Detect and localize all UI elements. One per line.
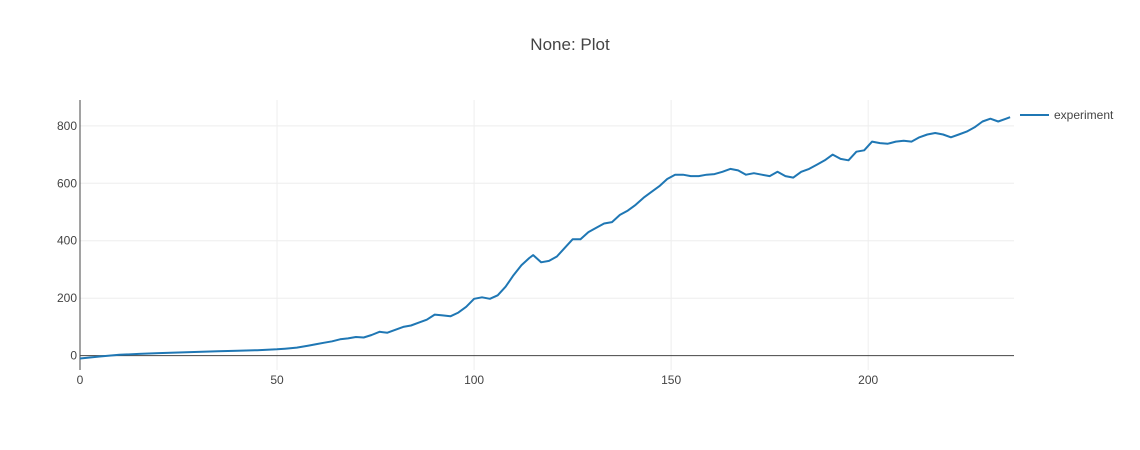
series-line-experiment[interactable] <box>79 116 1011 360</box>
axis-layer: 0 50 100 150 200 0 200 400 600 800 <box>57 100 1014 387</box>
grid-layer <box>80 100 1014 370</box>
y-tick-label: 600 <box>57 176 77 190</box>
y-tick-label: 200 <box>57 291 77 305</box>
x-tick-label: 100 <box>464 373 484 387</box>
y-tick-label: 800 <box>57 119 77 133</box>
x-tick-label: 0 <box>77 373 84 387</box>
y-tick-label: 0 <box>70 349 77 363</box>
chart-title: None: Plot <box>530 35 610 54</box>
x-tick-label: 50 <box>270 373 284 387</box>
x-tick-label: 200 <box>858 373 878 387</box>
x-tick-label: 150 <box>661 373 681 387</box>
series-layer <box>79 116 1011 360</box>
legend[interactable]: experiment <box>1020 108 1114 122</box>
y-tick-label: 400 <box>57 234 77 248</box>
legend-label: experiment <box>1054 108 1114 122</box>
